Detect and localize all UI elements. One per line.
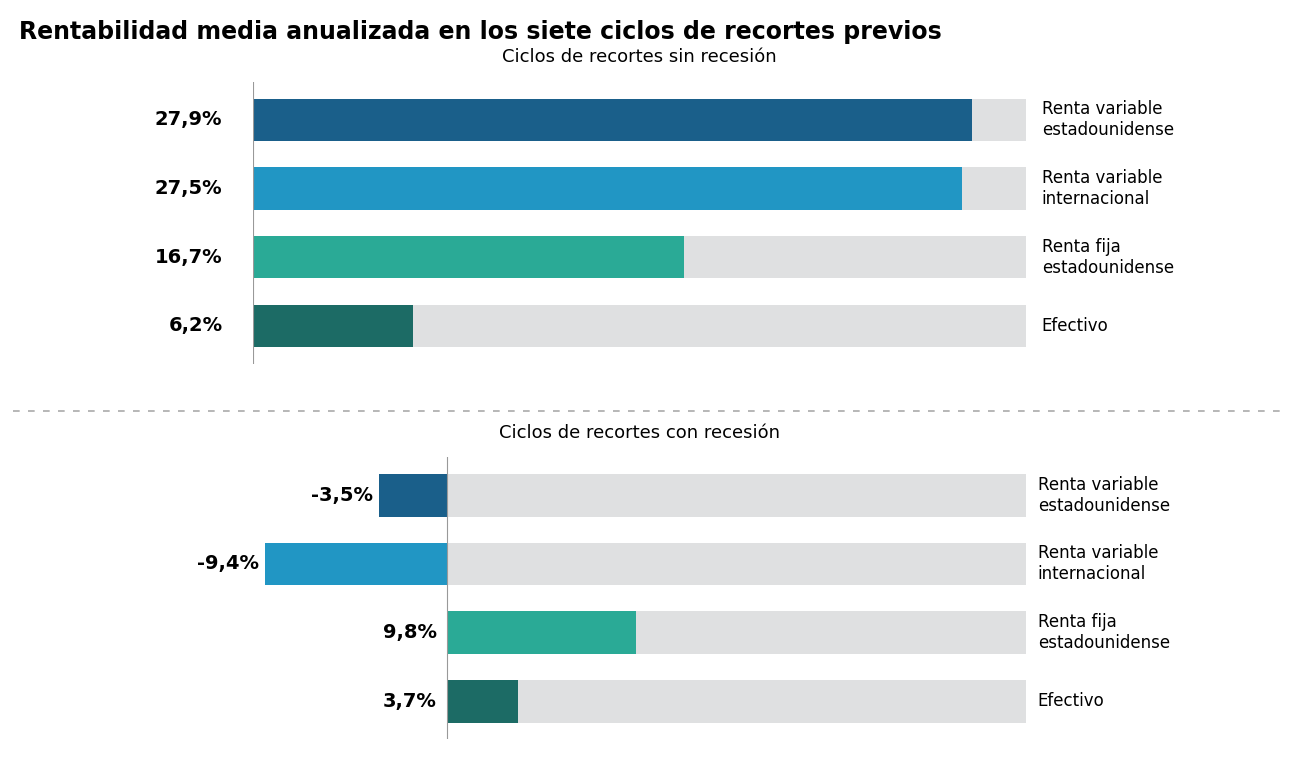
Text: 27,9%: 27,9% [155,110,222,129]
Text: -9,4%: -9,4% [197,554,259,573]
Bar [447,680,518,723]
Text: Renta variable
internacional: Renta variable internacional [1038,544,1159,583]
Text: Renta variable
estadounidense: Renta variable estadounidense [1038,475,1170,515]
Text: Ciclos de recortes sin recesión: Ciclos de recortes sin recesión [503,48,777,66]
Bar [253,167,1026,210]
Text: 27,5%: 27,5% [155,179,222,198]
Bar [265,543,447,585]
Bar [253,304,413,347]
Bar [447,543,1026,585]
Text: Renta fija
estadounidense: Renta fija estadounidense [1038,613,1170,652]
Bar [379,474,447,517]
Bar [447,680,1026,723]
Text: Renta variable
internacional: Renta variable internacional [1042,169,1163,208]
Text: Efectivo: Efectivo [1038,692,1104,710]
Bar [253,167,961,210]
Bar [253,304,1026,347]
Text: 6,2%: 6,2% [169,317,222,335]
Bar [447,612,637,654]
Text: 3,7%: 3,7% [383,692,436,711]
Text: -3,5%: -3,5% [310,486,373,504]
Text: Efectivo: Efectivo [1042,317,1108,335]
Text: 16,7%: 16,7% [155,248,222,267]
Bar [253,99,972,142]
Bar [253,236,1026,278]
Bar [447,474,1026,517]
Bar [253,236,683,278]
Text: Ciclos de recortes con recesión: Ciclos de recortes con recesión [499,424,781,442]
Text: Rentabilidad media anualizada en los siete ciclos de recortes previos: Rentabilidad media anualizada en los sie… [19,20,942,44]
Text: Renta variable
estadounidense: Renta variable estadounidense [1042,100,1174,139]
Bar [447,612,1026,654]
Text: Renta fija
estadounidense: Renta fija estadounidense [1042,238,1174,277]
Bar [253,99,1026,142]
Text: 9,8%: 9,8% [383,623,436,642]
